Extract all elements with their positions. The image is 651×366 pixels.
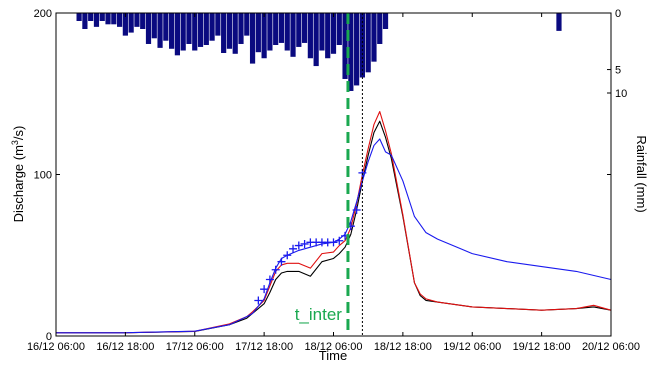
- rain-bar: [267, 13, 273, 51]
- rain-bar: [169, 13, 175, 49]
- rain-bar: [296, 13, 302, 47]
- observed-discharge-point: [271, 265, 280, 274]
- rain-bar: [186, 13, 192, 44]
- rain-tick-label: 10: [615, 88, 627, 100]
- y-tick-label: 200: [34, 8, 52, 20]
- rain-bar: [99, 13, 105, 21]
- observed-discharge-point: [335, 236, 344, 245]
- rain-bar: [209, 13, 215, 41]
- rain-bar: [238, 13, 244, 44]
- rain-bar: [307, 13, 313, 59]
- rain-bar: [278, 13, 285, 43]
- observed-discharge-point: [254, 296, 263, 305]
- observed-discharge-point: [260, 285, 269, 294]
- y-tick-label: 0: [46, 331, 52, 343]
- rain-bar: [284, 13, 290, 51]
- x-tick-label: 16/12 18:00: [96, 341, 154, 353]
- rain-bar: [249, 13, 256, 64]
- rainfall-axis-label: Rainfall (mm): [634, 135, 649, 212]
- discharge-line-black: [56, 120, 612, 334]
- rain-tick-label: 5: [615, 65, 621, 77]
- rain-bar: [290, 13, 296, 57]
- rain-bar: [157, 13, 163, 48]
- observed-discharge-point: [294, 241, 303, 250]
- observed-discharge-point: [329, 238, 338, 247]
- rainfall-bars: [76, 13, 562, 91]
- rain-bar: [226, 13, 233, 49]
- observed-discharge-point: [265, 275, 274, 284]
- rain-bar: [128, 13, 134, 33]
- rain-bar: [111, 13, 117, 25]
- observed-discharge-point: [277, 257, 286, 266]
- discharge-line-blue: [56, 138, 612, 334]
- y-axis-label-superscript: 3: [10, 140, 20, 145]
- x-tick-label: 16/12 06:00: [27, 341, 85, 353]
- rain-bar: [93, 13, 100, 27]
- discharge-series: [56, 110, 612, 334]
- rain-bar: [105, 13, 111, 25]
- observed-discharge-point: [300, 239, 309, 248]
- y-axis-label: Discharge (m3/s): [10, 126, 26, 223]
- rain-bar: [371, 13, 377, 62]
- rain-tick-label: 0: [615, 8, 621, 20]
- rain-bar: [163, 13, 169, 41]
- rain-bar: [348, 13, 354, 91]
- rain-bar: [76, 13, 82, 21]
- rain-bar: [151, 13, 157, 39]
- rain-bar: [88, 13, 94, 21]
- rain-bar: [556, 13, 562, 31]
- rain-bar: [354, 13, 360, 86]
- rain-bar: [273, 13, 279, 45]
- rain-bar: [82, 13, 88, 29]
- rain-bar: [221, 13, 227, 53]
- rain-bar: [342, 13, 348, 79]
- x-tick-label: 17/12 06:00: [166, 341, 224, 353]
- observed-discharge-point: [289, 244, 298, 253]
- x-axis-label: Time: [319, 348, 347, 363]
- rain-bar: [203, 13, 209, 45]
- rain-bar: [122, 13, 128, 36]
- rain-bar: [336, 13, 342, 45]
- rain-bar: [134, 13, 140, 27]
- observed-discharge-point: [283, 251, 292, 260]
- rain-bar: [319, 13, 325, 51]
- y-axis-label-tail: /s): [11, 126, 26, 140]
- plot-frame: [55, 12, 612, 337]
- annotations: t_inter: [295, 13, 363, 336]
- rain-bar: [192, 13, 198, 51]
- y-tick-label: 100: [34, 170, 52, 182]
- rain-bar: [382, 13, 389, 29]
- x-tick-label: 20/12 06:00: [582, 341, 640, 353]
- rain-bar: [180, 13, 186, 51]
- rain-bar: [140, 13, 146, 29]
- rain-bar: [197, 13, 204, 47]
- observed-discharge-point: [352, 206, 361, 215]
- discharge-line-red: [56, 110, 612, 334]
- rain-bar: [377, 13, 383, 44]
- rain-bar: [232, 13, 238, 54]
- x-tick-label: 19/12 06:00: [443, 341, 501, 353]
- rain-bar: [330, 13, 337, 54]
- x-tick-label: 18/12 06:00: [304, 341, 362, 353]
- rain-bar: [365, 13, 371, 73]
- axes: 16/12 06:00 16/12 18:00 17/12 06:00 17/12 1…: [27, 8, 640, 353]
- rain-bar: [313, 13, 319, 67]
- x-tick-label: 18/12 18:00: [374, 341, 432, 353]
- x-tick-label: 17/12 18:00: [235, 341, 293, 353]
- rain-bar: [145, 13, 152, 44]
- rain-bar: [244, 13, 250, 36]
- t-inter-label: t_inter: [295, 305, 343, 324]
- x-tick-label: 19/12 18:00: [513, 341, 571, 353]
- rain-bar: [261, 13, 267, 59]
- rain-bar: [255, 13, 261, 53]
- rain-bar: [215, 13, 221, 36]
- rain-bar: [116, 13, 123, 27]
- rain-bar: [174, 13, 180, 56]
- rain-bar: [301, 13, 308, 43]
- rain-bar: [325, 13, 331, 59]
- y-axis-label-main: Discharge (m: [11, 145, 26, 222]
